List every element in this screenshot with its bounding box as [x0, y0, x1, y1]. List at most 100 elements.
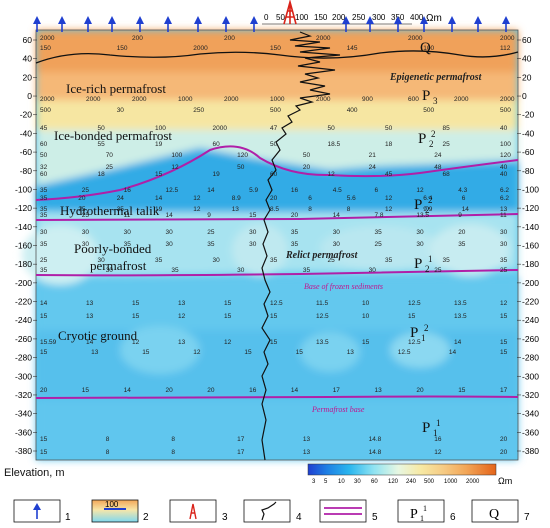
elevation-tick-label: -100 — [522, 184, 539, 194]
resistivity-value: 2000 — [454, 96, 469, 103]
resistivity-value: 16 — [434, 436, 442, 443]
sounding-point-icon — [84, 16, 92, 32]
resistivity-value: 25 — [207, 229, 215, 236]
resistivity-value: 8 — [171, 436, 175, 443]
colorbar-tick: 1000 — [444, 479, 458, 485]
resistivity-value: 15 — [458, 387, 466, 394]
resistivity-value: 15 — [244, 349, 252, 356]
resistivity-value: 6.2 — [500, 195, 509, 202]
resistivity-value: 30 — [40, 229, 48, 236]
resistivity-value: 5.9 — [249, 187, 258, 194]
resistivity-value: 14.8 — [369, 436, 382, 443]
resistivity-value: 30 — [416, 229, 424, 236]
elevation-tick-label: -20 — [522, 110, 535, 120]
resistivity-value: 25 — [328, 257, 336, 264]
resistivity-value: 20 — [270, 195, 278, 202]
drilling-rig-icon — [283, 0, 297, 25]
index-P1-1: P 1 1 — [422, 418, 441, 438]
elevation-tick-label: 0 — [522, 91, 527, 101]
svg-text:2: 2 — [429, 139, 434, 149]
colorbar-tick: 5 — [324, 479, 328, 485]
resistivity-value: 12 — [178, 313, 186, 320]
resistivity-value: 25 — [82, 212, 90, 219]
elevation-tick-label: -300 — [522, 371, 539, 381]
scale-unit: Ωm — [426, 13, 442, 24]
resistivity-value: 35 — [124, 241, 132, 248]
scale-tick: 50 — [276, 13, 285, 22]
legend-number-4: 4 — [296, 512, 302, 523]
sounding-point-icon — [164, 16, 172, 32]
resistivity-value: 30 — [333, 229, 341, 236]
resistivity-log-scale: 0 50 100 150 200 250 300 350 400 Ωm — [262, 13, 442, 25]
sounding-point-icon — [250, 16, 258, 32]
label-poorly-bonded-2: permafrost — [90, 258, 147, 273]
resistivity-value: 10 — [362, 313, 370, 320]
index-Q: Q — [420, 40, 431, 56]
svg-text:2: 2 — [425, 264, 430, 274]
resistivity-value: 2000 — [193, 45, 208, 52]
resistivity-value: 20 — [416, 387, 424, 394]
resistivity-value: 2000 — [500, 96, 515, 103]
legend-box-7 — [471, 499, 519, 523]
resistivity-value: 8.5 — [270, 206, 279, 213]
elevation-tick-label: -240 — [522, 315, 539, 325]
elevation-tick-label: -160 — [15, 241, 32, 251]
resistivity-value: 15 — [500, 349, 508, 356]
sounding-point-icon — [58, 16, 66, 32]
resistivity-value: 4.3 — [458, 187, 467, 194]
svg-text:P: P — [422, 88, 430, 104]
resistivity-value: 30 — [249, 241, 257, 248]
resistivity-value: 30 — [369, 267, 377, 274]
resistivity-value: 6.4 — [423, 195, 432, 202]
axis-title: Elevation, m — [4, 467, 65, 479]
svg-text:P: P — [418, 131, 426, 147]
resistivity-value: 25 — [40, 257, 48, 264]
elevation-tick-label: -280 — [15, 353, 32, 363]
resistivity-value: 19 — [155, 141, 163, 148]
legend-box-6 — [397, 499, 445, 523]
sounding-point-icon — [420, 16, 428, 32]
colorbar-tick: 3 — [312, 479, 316, 485]
sounding-point-icon — [502, 16, 510, 32]
svg-text:2: 2 — [428, 195, 433, 205]
resistivity-value: 20 — [500, 436, 508, 443]
resistivity-value: 13.5 — [454, 313, 467, 320]
resistivity-value: 50 — [237, 164, 245, 171]
resistivity-value: 15 — [132, 313, 140, 320]
resistivity-value: 900 — [362, 96, 373, 103]
resistivity-value: 35 — [117, 206, 125, 213]
resistivity-value: 14 — [462, 206, 470, 213]
resistivity-value: 13.5 — [454, 300, 467, 307]
resistivity-value: 35 — [40, 187, 48, 194]
resistivity-value: 14 — [333, 212, 341, 219]
resistivity-value: 11 — [500, 212, 507, 219]
resistivity-value: 9 — [207, 212, 211, 219]
resistivity-value: 12 — [171, 164, 179, 171]
resistivity-value: 17 — [333, 387, 341, 394]
elevation-tick-label: -360 — [522, 427, 539, 437]
elevation-tick-label: -360 — [15, 427, 32, 437]
resistivity-value: 12 — [224, 339, 232, 346]
resistivity-value: 14 — [207, 187, 215, 194]
resistivity-value: 20 — [207, 387, 215, 394]
resistivity-value: 55 — [98, 141, 106, 148]
legend-index-sub: 1 — [420, 514, 424, 523]
resistivity-value: 35 — [291, 229, 299, 236]
scale-tick: 250 — [352, 13, 366, 22]
resistivity-value: 10 — [362, 300, 370, 307]
legend-box-5 — [319, 499, 367, 523]
scale-tick: 150 — [314, 13, 328, 22]
elevation-tick-label: -80 — [522, 166, 535, 176]
sounding-point-icon — [194, 16, 202, 32]
sounding-point-icon — [342, 16, 350, 32]
resistivity-value: 2000 — [408, 35, 423, 42]
resistivity-value: 2000 — [40, 96, 55, 103]
borehole-log-icon — [261, 501, 277, 521]
resistivity-value: 60 — [270, 171, 278, 178]
resistivity-value: 40 — [500, 171, 508, 178]
colorbar-tick: 60 — [371, 479, 378, 485]
elevation-tick-label: -180 — [522, 259, 539, 269]
resistivity-value: 12 — [132, 339, 140, 346]
resistivity-value: 25 — [106, 164, 114, 171]
